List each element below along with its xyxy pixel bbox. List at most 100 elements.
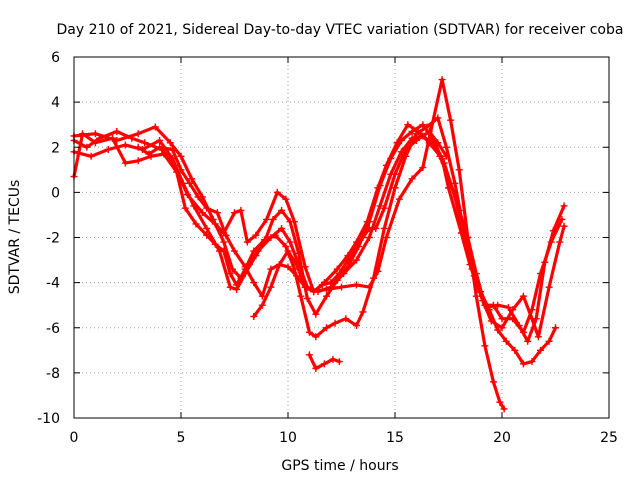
data-point-marker [380, 224, 388, 232]
data-point-marker [434, 139, 442, 147]
data-point-marker [203, 231, 211, 239]
data-point-marker [320, 360, 328, 368]
data-point-marker [419, 121, 427, 129]
y-tick-label: -4 [46, 276, 60, 292]
data-point-marker [91, 130, 99, 138]
series-satellite-track-4 [70, 114, 559, 368]
data-point-marker [549, 227, 557, 235]
data-point-marker [293, 261, 301, 269]
data-point-marker [282, 243, 290, 251]
data-point-marker [237, 206, 245, 214]
data-point-marker [534, 333, 542, 341]
data-point-marker [83, 143, 91, 151]
data-point-marker [258, 301, 266, 309]
data-point-marker [335, 358, 343, 366]
data-point-marker [455, 166, 463, 174]
data-point-marker [519, 292, 527, 300]
data-point-marker [352, 256, 360, 264]
data-point-marker [391, 184, 399, 192]
data-point-marker [183, 191, 191, 199]
data-point-marker [166, 139, 174, 147]
series-line [252, 78, 506, 411]
data-point-marker [188, 175, 196, 183]
data-point-marker [275, 261, 283, 269]
data-point-marker [442, 152, 450, 160]
data-point-marker [231, 247, 238, 255]
data-point-marker [156, 136, 164, 144]
y-tick-label: 4 [51, 95, 60, 111]
data-point-marker [494, 326, 502, 334]
data-point-marker [91, 139, 99, 147]
data-point-marker [134, 157, 142, 165]
data-point-marker [250, 279, 258, 287]
x-axis-label: GPS time / hours [281, 458, 398, 474]
data-point-marker [211, 220, 219, 228]
data-point-marker [496, 398, 504, 406]
data-point-marker [382, 234, 390, 241]
data-point-marker [194, 193, 202, 201]
data-point-marker [352, 321, 360, 329]
data-point-marker [250, 312, 258, 320]
data-point-marker [273, 188, 281, 196]
data-point-marker [528, 358, 536, 366]
data-point-marker [511, 346, 519, 354]
y-tick-label: -10 [37, 411, 60, 427]
data-point-marker [537, 346, 545, 354]
data-point-marker [220, 238, 228, 246]
x-tick-label: 5 [177, 430, 186, 446]
data-point-marker [181, 204, 189, 212]
data-point-marker [267, 265, 275, 273]
data-point-marker [258, 292, 266, 300]
data-point-marker [323, 285, 331, 293]
data-point-marker [252, 252, 260, 260]
data-point-marker [515, 321, 523, 329]
data-point-marker [156, 143, 164, 151]
series-satellite-track-7 [305, 351, 343, 372]
data-point-marker [284, 247, 292, 255]
data-point-marker [447, 116, 455, 124]
y-tick-label: -2 [46, 231, 60, 247]
y-tick-label: 6 [51, 50, 60, 66]
data-point-marker [297, 292, 305, 300]
data-point-marker [477, 288, 485, 296]
data-point-marker [445, 184, 452, 192]
data-point-marker [203, 224, 211, 232]
data-point-marker [301, 263, 309, 271]
data-point-marker [121, 141, 129, 149]
data-point-marker [310, 288, 318, 296]
grid-lines [74, 57, 609, 418]
data-point-marker [303, 294, 311, 302]
data-point-marker [391, 170, 399, 178]
data-point-marker [250, 247, 258, 255]
data-point-marker [419, 164, 427, 172]
data-point-marker [552, 324, 559, 332]
data-point-marker [173, 168, 181, 176]
data-point-marker [365, 224, 373, 232]
data-point-marker [243, 238, 251, 246]
data-point-marker [338, 283, 345, 291]
data-point-marker [481, 342, 489, 350]
data-point-marker [220, 247, 228, 255]
data-point-marker [278, 224, 286, 232]
data-point-marker [278, 206, 286, 214]
data-point-marker [121, 159, 129, 167]
data-point-marker [363, 218, 371, 226]
data-point-marker [365, 234, 373, 241]
chart-title: Day 210 of 2021, Sidereal Day-to-day VTE… [57, 22, 624, 38]
data-point-marker [464, 234, 472, 241]
data-point-marker [318, 281, 326, 289]
data-point-marker [498, 315, 506, 323]
data-point-marker [498, 324, 506, 332]
data-point-marker [359, 308, 367, 316]
series-satellite-track-5 [134, 127, 450, 300]
data-point-marker [203, 204, 211, 212]
data-point-marker [293, 272, 301, 280]
data-point-marker [472, 292, 480, 300]
data-point-marker [192, 220, 200, 228]
axis-ticks: 0 5 10 15 20 25 -10 -8 -6 -4 -2 0 2 4 6 [37, 50, 618, 446]
data-point-marker [485, 306, 493, 314]
data-point-marker [352, 281, 360, 289]
data-point-marker [211, 240, 219, 248]
